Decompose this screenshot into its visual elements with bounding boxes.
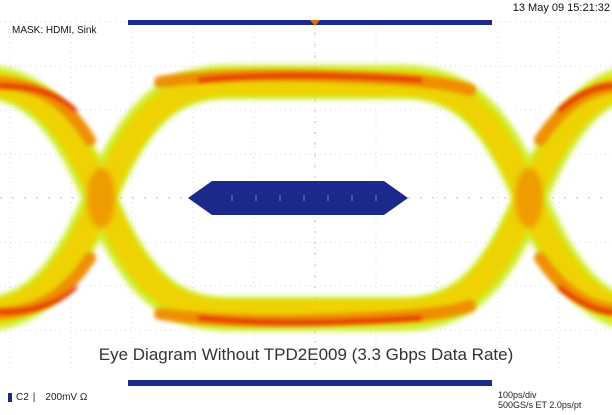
mask-regions — [128, 20, 492, 386]
timebase-sampling: 500GS/s ET 2.0ps/pt — [498, 400, 582, 410]
mask-top — [128, 20, 492, 25]
channel-scale: 200mV Ω — [45, 392, 88, 403]
diagram-caption: Eye Diagram Without TPD2E009 (3.3 Gbps D… — [98, 345, 514, 364]
channel-separator: | — [32, 392, 36, 403]
timebase-horizontal: 100ps/div — [498, 390, 537, 400]
channel-readout[interactable]: C2 | 200mV Ω — [8, 392, 87, 403]
timebase-readout[interactable]: 100ps/div 500GS/s ET 2.0ps/pt — [498, 390, 581, 410]
eye-traces — [0, 65, 612, 331]
channel-color-chip — [8, 393, 12, 402]
mask-label: MASK: HDMI, Sink — [12, 25, 97, 36]
mask-center-ticks — [231, 195, 377, 201]
channel-name: C2 — [16, 392, 29, 403]
mask-bottom — [128, 380, 492, 386]
timestamp: 13 May 09 15:21:32 — [512, 2, 610, 14]
mask-center — [188, 181, 408, 215]
trigger-marker-icon — [310, 20, 320, 26]
